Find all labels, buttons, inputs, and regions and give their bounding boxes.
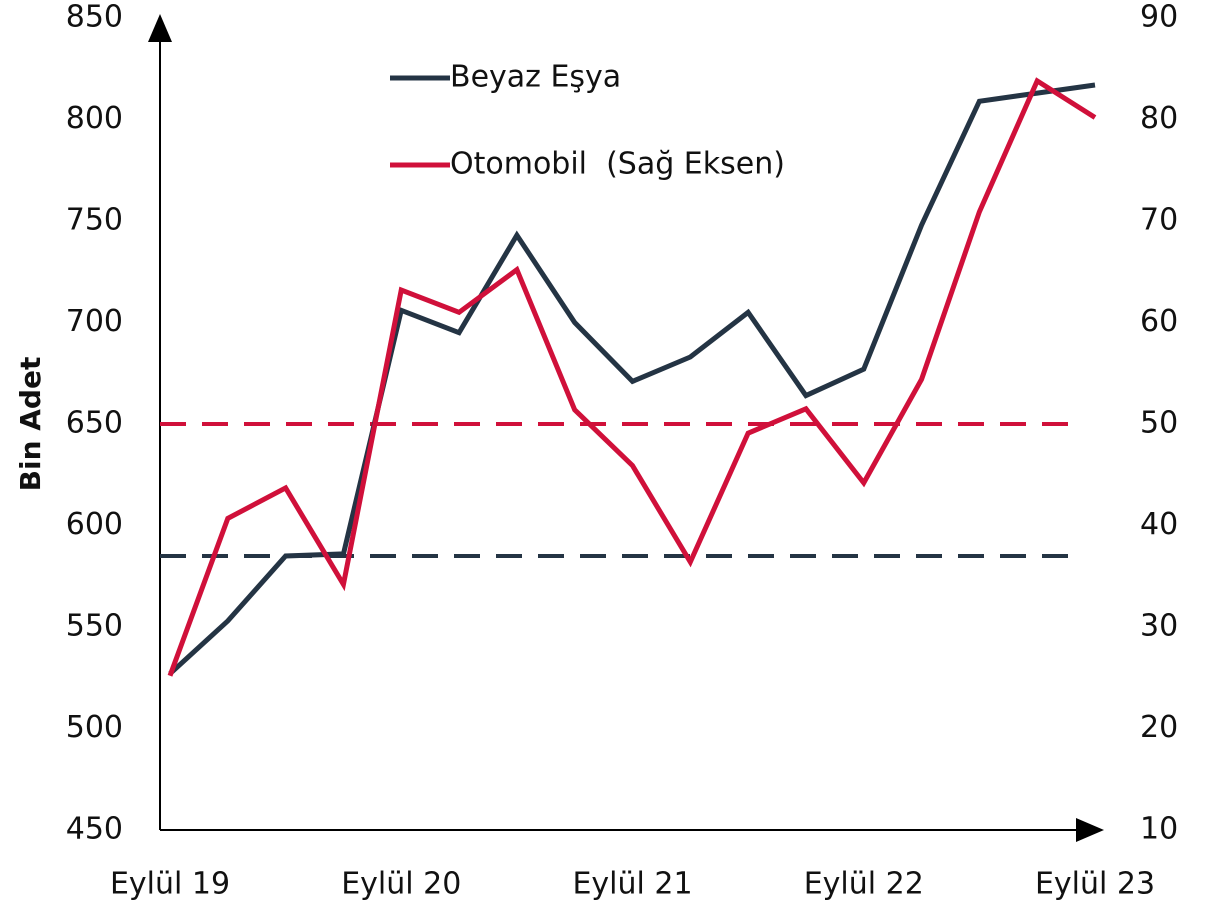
legend-label: Beyaz Eşya — [450, 60, 621, 95]
y2-tick-label: 70 — [1140, 203, 1178, 238]
x-tick-label: Eylül 23 — [1035, 867, 1155, 902]
y2-tick-label: 80 — [1140, 101, 1178, 136]
y-tick-label: 600 — [66, 507, 123, 542]
y2-tick-label: 40 — [1140, 507, 1178, 542]
y2-tick-label: 30 — [1140, 609, 1178, 644]
x-tick-label: Eylül 20 — [341, 867, 461, 902]
y-tick-label: 850 — [66, 0, 123, 35]
y2-tick-label: 10 — [1140, 812, 1178, 847]
y-tick-label: 650 — [66, 406, 123, 441]
y-tick-label: 750 — [66, 203, 123, 238]
series-line — [167, 77, 1097, 677]
y-tick-label: 450 — [66, 812, 123, 847]
y2-tick-label: 20 — [1140, 710, 1178, 745]
y-axis-label: Bin Adet — [14, 357, 47, 492]
y2-tick-label: 60 — [1140, 304, 1178, 339]
x-tick-label: Eylül 21 — [572, 867, 692, 902]
x-tick-label: Eylül 19 — [110, 867, 230, 902]
y2-tick-label: 90 — [1140, 0, 1178, 35]
legend-label: Otomobil (Sağ Eksen) — [450, 147, 785, 182]
x-axis-arrow — [1076, 818, 1104, 842]
x-tick-label: Eylül 22 — [804, 867, 924, 902]
y-tick-label: 500 — [66, 710, 123, 745]
y-tick-label: 550 — [66, 609, 123, 644]
y-tick-label: 800 — [66, 101, 123, 136]
y-axis-arrow — [148, 14, 172, 42]
y-tick-label: 700 — [66, 304, 123, 339]
y2-tick-label: 50 — [1140, 406, 1178, 441]
